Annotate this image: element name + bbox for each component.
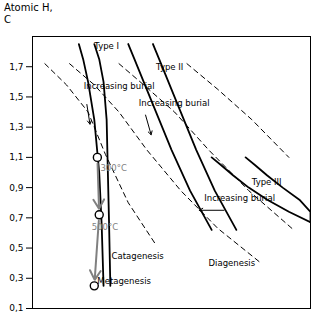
svg-text:Type III: Type III bbox=[251, 177, 282, 187]
svg-text:1,7: 1,7 bbox=[9, 62, 23, 72]
svg-text:Increasing burial: Increasing burial bbox=[84, 81, 155, 91]
svg-text:Increasing burial: Increasing burial bbox=[204, 193, 275, 203]
html-text:Atomic H,: Atomic H, bbox=[4, 2, 53, 13]
svg-text:Type I: Type I bbox=[93, 41, 119, 51]
svg-text:Type II: Type II bbox=[155, 62, 183, 72]
html-text:C: C bbox=[4, 14, 11, 25]
svg-text:1,1: 1,1 bbox=[9, 152, 23, 162]
svg-text:Catagenesis: Catagenesis bbox=[112, 251, 165, 261]
svg-text:500°C: 500°C bbox=[92, 222, 118, 232]
svg-text:1,3: 1,3 bbox=[9, 122, 23, 132]
svg-text:0,7: 0,7 bbox=[9, 213, 23, 223]
svg-text:0,1: 0,1 bbox=[9, 303, 23, 313]
svg-text:Metagenesis: Metagenesis bbox=[97, 276, 151, 286]
svg-text:Diagenesis: Diagenesis bbox=[209, 258, 256, 268]
svg-text:300°C: 300°C bbox=[100, 163, 126, 173]
svg-text:0,5: 0,5 bbox=[9, 243, 23, 253]
svg-text:0,3: 0,3 bbox=[9, 273, 23, 283]
svg-text:0,9: 0,9 bbox=[9, 182, 24, 192]
svg-text:Increasing burial: Increasing burial bbox=[139, 98, 210, 108]
svg-text:1,5: 1,5 bbox=[9, 92, 23, 102]
